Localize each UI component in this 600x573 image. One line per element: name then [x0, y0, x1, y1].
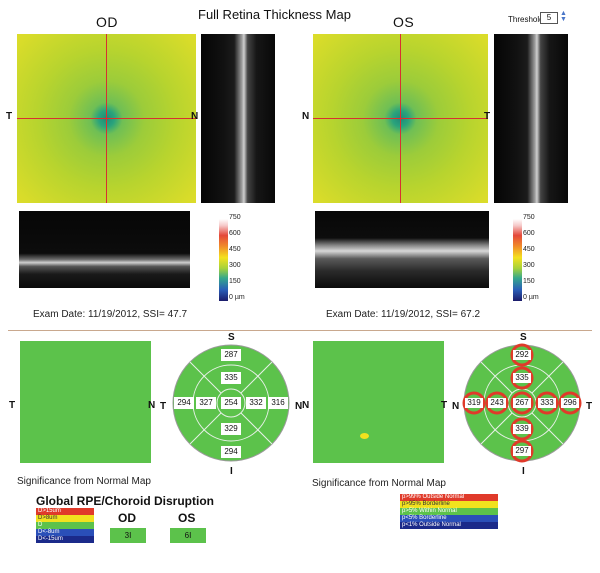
os-significance-caption: Significance from Normal Map: [312, 478, 446, 489]
os-sig-left-label: N: [302, 400, 310, 411]
rpe-title: Global RPE/Choroid Disruption: [36, 494, 214, 508]
od-scale-tick: 450: [229, 246, 241, 253]
rpe-legend-item: D>15um: [36, 508, 94, 515]
os-center-value: 267: [513, 398, 531, 408]
os-borderline-spot: [360, 433, 369, 439]
od-outer-superior-value: 287: [221, 349, 241, 361]
rpe-legend-item: D<-8um: [36, 529, 94, 536]
os-vertical-bscan: [494, 34, 568, 203]
os-inner-inferior-value: 339: [513, 424, 531, 434]
os-scale-tick: 600: [523, 230, 535, 237]
os-sig-right-label: T: [441, 400, 448, 411]
os-sector-inferior-label: I: [522, 466, 525, 477]
od-scale-tick: 150: [229, 278, 241, 285]
od-horizontal-bscan: [19, 211, 190, 288]
os-outer-inferior-value: 297: [513, 446, 531, 456]
normative-legend-item: p<1% Outside Normal: [400, 522, 498, 529]
section-divider: [8, 330, 592, 331]
od-significance-map: [20, 341, 151, 463]
od-vertical-bscan: [201, 34, 275, 203]
od-sector-right-label: N: [295, 401, 303, 412]
od-map-left-label: T: [6, 111, 13, 122]
od-scale-tick: 0 µm: [229, 294, 245, 301]
od-inner-inferior-value: 329: [221, 423, 241, 435]
od-sig-left-label: T: [9, 400, 16, 411]
normative-legend-item: p<5% Borderline: [400, 515, 498, 522]
threshold-label: Threshold: [508, 15, 544, 24]
os-scale-tick: 450: [523, 246, 535, 253]
normative-legend-item: p>5% Within Normal: [400, 508, 498, 515]
od-scale-tick: 600: [229, 230, 241, 237]
od-sector-chart: 254 335 332 329 327 287 316 294 294: [171, 343, 291, 463]
os-horizontal-crosshair: [313, 118, 488, 119]
os-scale-tick: 300: [523, 262, 535, 269]
os-outer-nasal-value: 319: [465, 398, 483, 408]
os-thickness-map: [313, 34, 488, 203]
od-inner-temporal-value: 327: [196, 397, 216, 409]
od-outer-nasal-value: 316: [268, 397, 288, 409]
rpe-legend-item: D<-15um: [36, 536, 94, 543]
os-eye-label: OS: [393, 14, 415, 30]
od-center-value: 254: [221, 397, 241, 409]
os-sector-chart: 267 335 333 339 243 292 296 297 319: [462, 343, 582, 463]
os-map-left-label: N: [302, 111, 310, 122]
os-sector-superior-label: S: [520, 332, 527, 343]
os-inner-temporal-value: 333: [538, 398, 556, 408]
od-outer-inferior-value: 294: [221, 446, 241, 458]
rpe-legend-item: D: [36, 522, 94, 529]
od-sig-right-label: N: [148, 400, 156, 411]
rpe-os-label: OS: [178, 511, 196, 525]
od-eye-label: OD: [96, 14, 118, 30]
os-map-right-label: T: [484, 111, 491, 122]
od-thickness-map: [17, 34, 196, 203]
od-horizontal-crosshair: [17, 118, 196, 119]
rpe-od-value: 3I: [110, 528, 146, 543]
os-exam-date: Exam Date: 11/19/2012, SSI= 67.2: [326, 309, 481, 320]
os-inner-superior-value: 335: [513, 373, 531, 383]
rpe-legend: D>15um D>8um D D<-8um D<-15um: [36, 508, 94, 543]
rpe-os-value: 6I: [170, 528, 206, 543]
od-thickness-color-scale: [219, 219, 228, 301]
os-scale-tick: 750: [523, 214, 535, 221]
os-sector-left-label: N: [452, 401, 460, 412]
od-inner-nasal-value: 332: [246, 397, 266, 409]
normative-legend-item: p>99% Outside Normal: [400, 494, 498, 501]
os-outer-temporal-value: 296: [561, 398, 579, 408]
od-sector-left-label: T: [160, 401, 167, 412]
rpe-od-label: OD: [118, 511, 136, 525]
page-title: Full Retina Thickness Map: [198, 7, 351, 22]
os-thickness-color-scale: [513, 219, 522, 301]
os-scale-tick: 0 µm: [523, 294, 539, 301]
os-sector-right-label: T: [586, 401, 593, 412]
normative-legend: p>99% Outside Normal p>95% Borderline p>…: [400, 494, 498, 529]
normative-legend-item: p>95% Borderline: [400, 501, 498, 508]
os-outer-superior-value: 292: [513, 350, 531, 360]
os-horizontal-bscan: [315, 211, 489, 288]
od-map-right-label: N: [191, 111, 199, 122]
os-significance-map: [313, 341, 444, 463]
od-significance-caption: Significance from Normal Map: [17, 476, 151, 487]
os-inner-nasal-value: 243: [488, 398, 506, 408]
rpe-legend-item: D>8um: [36, 515, 94, 522]
od-sector-inferior-label: I: [230, 466, 233, 477]
od-scale-tick: 750: [229, 214, 241, 221]
od-scale-tick: 300: [229, 262, 241, 269]
od-sector-superior-label: S: [228, 332, 235, 343]
os-scale-tick: 150: [523, 278, 535, 285]
od-exam-date: Exam Date: 11/19/2012, SSI= 47.7: [33, 309, 188, 320]
threshold-input[interactable]: 5: [540, 12, 558, 24]
threshold-stepper-icon[interactable]: ▲ ▼: [560, 10, 567, 23]
od-inner-superior-value: 335: [221, 372, 241, 384]
od-outer-temporal-value: 294: [174, 397, 194, 409]
